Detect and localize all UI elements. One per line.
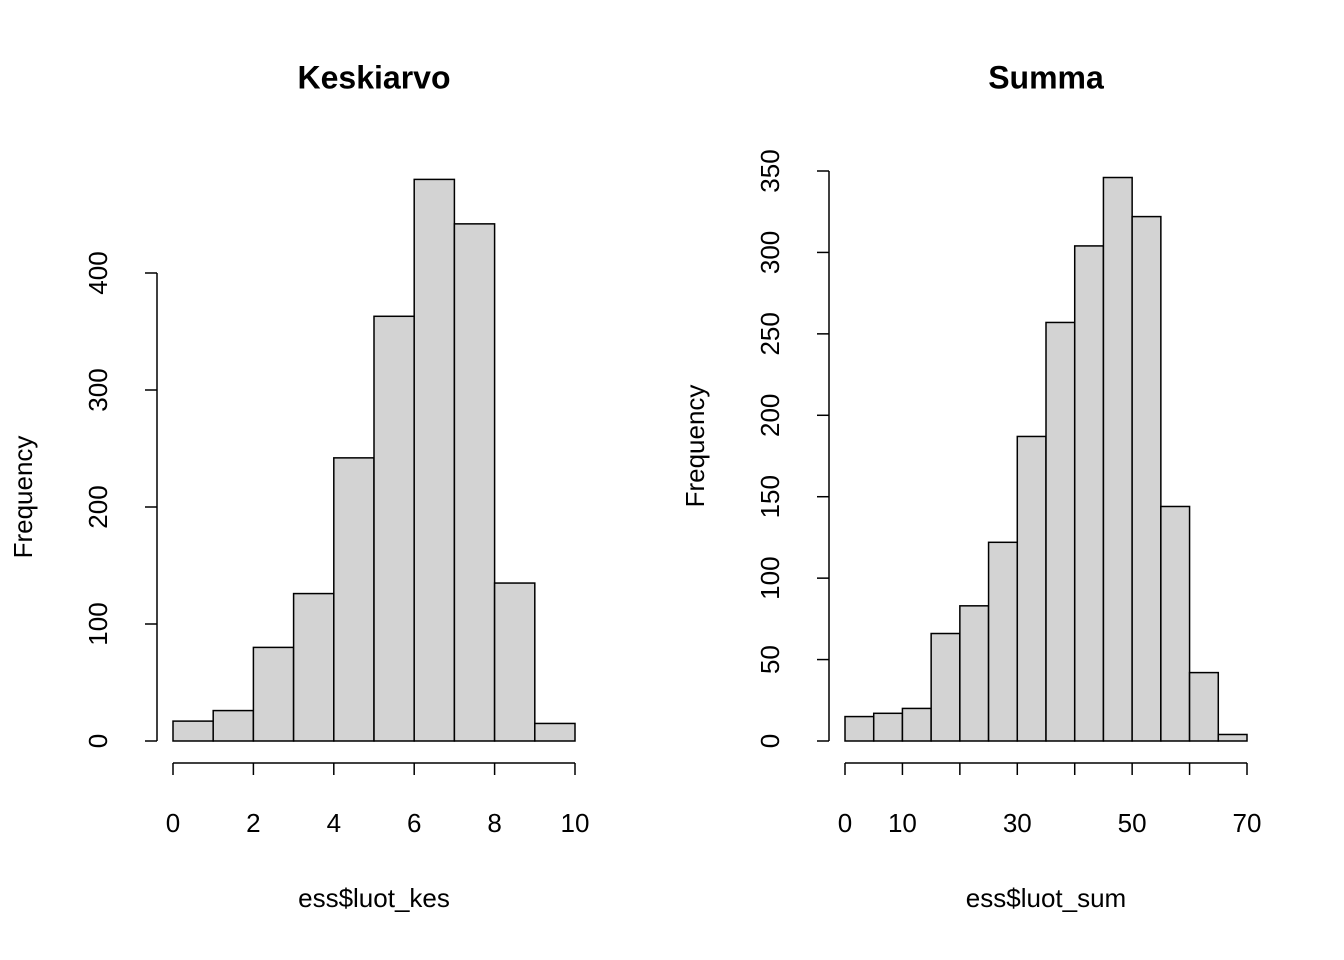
bar	[901, 707, 932, 742]
y-tick-label: 300	[83, 368, 113, 411]
y-tick-label: 150	[755, 475, 785, 518]
bar	[252, 646, 295, 742]
y-tick-label: 350	[755, 149, 785, 192]
bar	[1102, 176, 1133, 742]
bar	[959, 605, 990, 742]
y-axis-label: Frequency	[8, 436, 38, 559]
bar	[333, 457, 375, 742]
x-tick-label: 70	[1233, 808, 1262, 838]
bar	[1016, 435, 1047, 742]
x-tick-label: 10	[561, 808, 590, 838]
y-tick-label: 250	[755, 312, 785, 355]
bar	[1160, 505, 1191, 742]
x-tick-label: 10	[888, 808, 917, 838]
y-tick-label: 50	[755, 645, 785, 674]
x-axis-label: ess$luot_sum	[966, 883, 1126, 913]
x-tick-label: 50	[1118, 808, 1147, 838]
y-tick-label: 100	[755, 556, 785, 599]
y-tick-label: 0	[755, 734, 785, 748]
bar	[930, 632, 961, 742]
y-tick-label: 300	[755, 231, 785, 274]
bar	[844, 715, 875, 742]
x-tick-label: 4	[327, 808, 341, 838]
chart-title: Summa	[988, 59, 1104, 95]
x-axis-label: ess$luot_kes	[298, 883, 450, 913]
bar	[1188, 671, 1220, 742]
bar	[1131, 215, 1162, 742]
bar	[453, 223, 496, 742]
y-tick-label: 200	[755, 394, 785, 437]
x-tick-label: 0	[166, 808, 180, 838]
x-tick-label: 30	[1003, 808, 1032, 838]
x-tick-label: 0	[838, 808, 852, 838]
bar	[534, 722, 576, 742]
x-tick-label: 2	[246, 808, 260, 838]
bar	[212, 709, 255, 742]
bar	[987, 541, 1019, 742]
y-tick-label: 400	[83, 251, 113, 294]
bar	[373, 315, 415, 742]
y-tick-label: 200	[83, 485, 113, 528]
bar	[1217, 733, 1248, 742]
bar	[292, 592, 335, 742]
bar	[413, 178, 456, 742]
y-tick-label: 100	[83, 602, 113, 645]
x-tick-label: 8	[487, 808, 501, 838]
y-tick-label: 0	[83, 734, 113, 748]
x-tick-label: 6	[407, 808, 421, 838]
bar	[493, 582, 536, 742]
bar	[872, 712, 904, 742]
bar	[1073, 245, 1105, 742]
bar	[1045, 321, 1076, 742]
chart-title: Keskiarvo	[298, 59, 451, 95]
bar	[172, 720, 214, 742]
y-axis-label: Frequency	[680, 385, 710, 508]
